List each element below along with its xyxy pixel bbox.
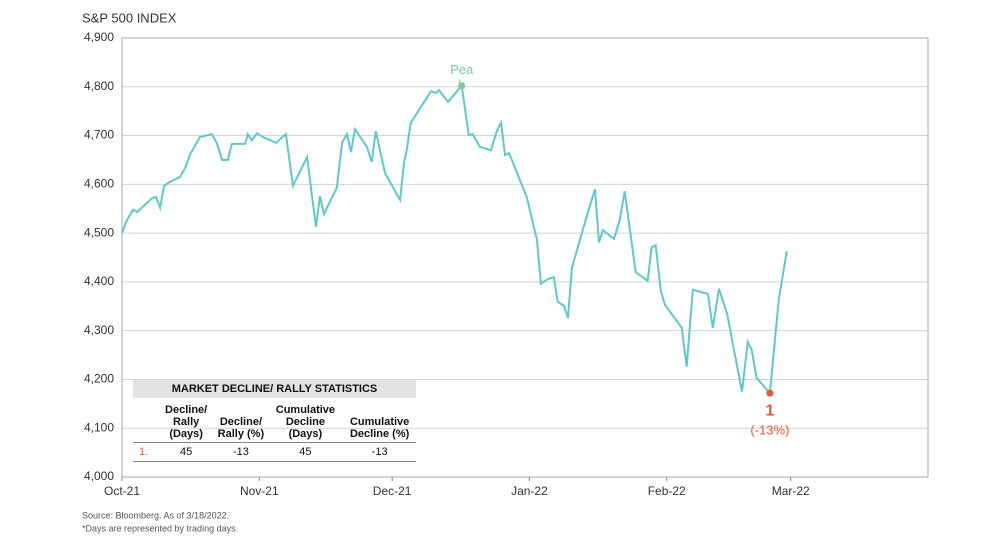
plot-border — [121, 37, 929, 478]
line — [121, 83, 788, 396]
value-cell: 45 — [158, 442, 215, 462]
table-row: 1. 45 -13 45 -13 — [133, 442, 416, 462]
table-body: 1. 45 -13 45 -13 — [133, 442, 416, 462]
source-note: Source: Bloomberg. As of 3/18/2022. — [82, 510, 229, 520]
y-tick-label: 4,000 — [84, 469, 114, 483]
rank-cell: 1. — [133, 442, 158, 462]
header-cell: Decline/ Rally (%) — [214, 398, 268, 443]
x-tick-label: Jan-22 — [511, 484, 548, 498]
y-tick-label: 4,300 — [84, 323, 114, 337]
trough-label: 1 — [765, 402, 774, 419]
header-row: Decline/ Rally (Days) Decline/ Rally (%) C… — [133, 398, 416, 443]
days-note: *Days are represented by trading days. — [82, 523, 238, 533]
trough-change: (-13%) — [750, 423, 789, 438]
x-tick-label: Feb-22 — [648, 484, 686, 498]
stats-table: MARKET DECLINE/ RALLY STATISTICS Decline… — [133, 380, 416, 462]
x-tick-label: Dec-21 — [373, 484, 412, 498]
y-tick-label: 4,500 — [84, 225, 114, 239]
chart-title: S&P 500 INDEX — [82, 10, 177, 25]
peak-label: Peak — [450, 61, 474, 92]
trough-point — [766, 389, 774, 397]
value-cell: -13 — [214, 442, 268, 462]
value-cell: -13 — [343, 442, 416, 462]
value-cell: 45 — [267, 442, 344, 462]
x-tick-label: Oct-21 — [104, 484, 140, 498]
y-tick-label: 4,200 — [84, 372, 114, 386]
y-tick-label: 4,900 — [84, 30, 114, 44]
x-tick-label: Nov-21 — [240, 484, 279, 498]
y-tick-label: 4,700 — [84, 128, 114, 142]
blank — [133, 398, 158, 443]
header-cell: Cumulative Decline (Days) — [267, 398, 344, 443]
table: Decline/ Rally (Days) Decline/ Rally (%) C… — [133, 398, 416, 462]
table-title: MARKET DECLINE/ RALLY STATISTICS — [133, 380, 416, 398]
y-tick-label: 4,600 — [84, 177, 114, 191]
header-cell: Cumulative Decline (%) — [343, 398, 416, 443]
y-tick-label: 4,400 — [84, 274, 114, 288]
x-tick-label: Mar-22 — [772, 484, 810, 498]
y-tick-label: 4,800 — [84, 79, 114, 93]
y-tick-label: 4,100 — [84, 420, 114, 434]
peak-point — [458, 82, 466, 90]
header-cell: Decline/ Rally (Days) — [158, 398, 215, 443]
